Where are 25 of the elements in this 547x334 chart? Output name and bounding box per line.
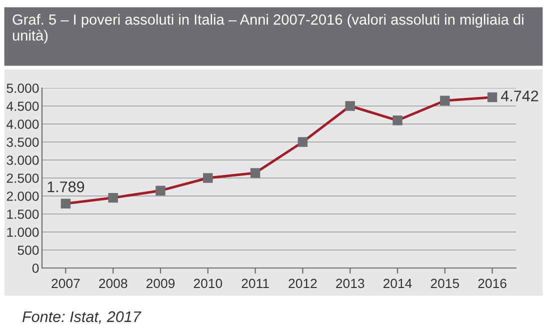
x-tick-label: 2011 xyxy=(242,278,269,288)
y-tick-label: 3.500 xyxy=(6,138,39,147)
source-note: Fonte: Istat, 2017 xyxy=(22,311,142,324)
y-tick-label: 4.500 xyxy=(6,102,39,111)
y-tick-label: 4.000 xyxy=(6,120,39,129)
x-tick-label: 2013 xyxy=(336,278,364,288)
x-tick-label: 2015 xyxy=(430,278,460,288)
x-tick-label: 2016 xyxy=(478,278,506,288)
y-tick-label: 3.000 xyxy=(6,156,39,165)
x-tick-label: 2012 xyxy=(288,278,317,288)
x-tick-label: 2008 xyxy=(99,278,128,288)
x-tick-label: 2007 xyxy=(52,278,80,288)
data-label: 1.789 xyxy=(48,181,84,192)
y-tick-label: 2.500 xyxy=(6,174,39,183)
x-tick-label: 2010 xyxy=(194,278,222,288)
y-tick-label: 5.000 xyxy=(6,84,39,93)
y-tick-label: 1.500 xyxy=(7,210,39,219)
y-tick-label: 2.000 xyxy=(6,192,39,201)
y-tick-label: 500 xyxy=(18,246,39,255)
chart-title: Graf. 5 – I poveri assoluti in Italia – Anni 2007-2016 (valori assoluti in migliaia di unità) xyxy=(12,14,524,44)
data-label: 4.742 xyxy=(500,90,538,102)
x-tick-label: 2009 xyxy=(146,278,175,288)
y-tick-label: 0 xyxy=(32,264,39,273)
x-tick-label: 2014 xyxy=(383,278,412,288)
y-tick-label: 1.000 xyxy=(7,228,39,237)
